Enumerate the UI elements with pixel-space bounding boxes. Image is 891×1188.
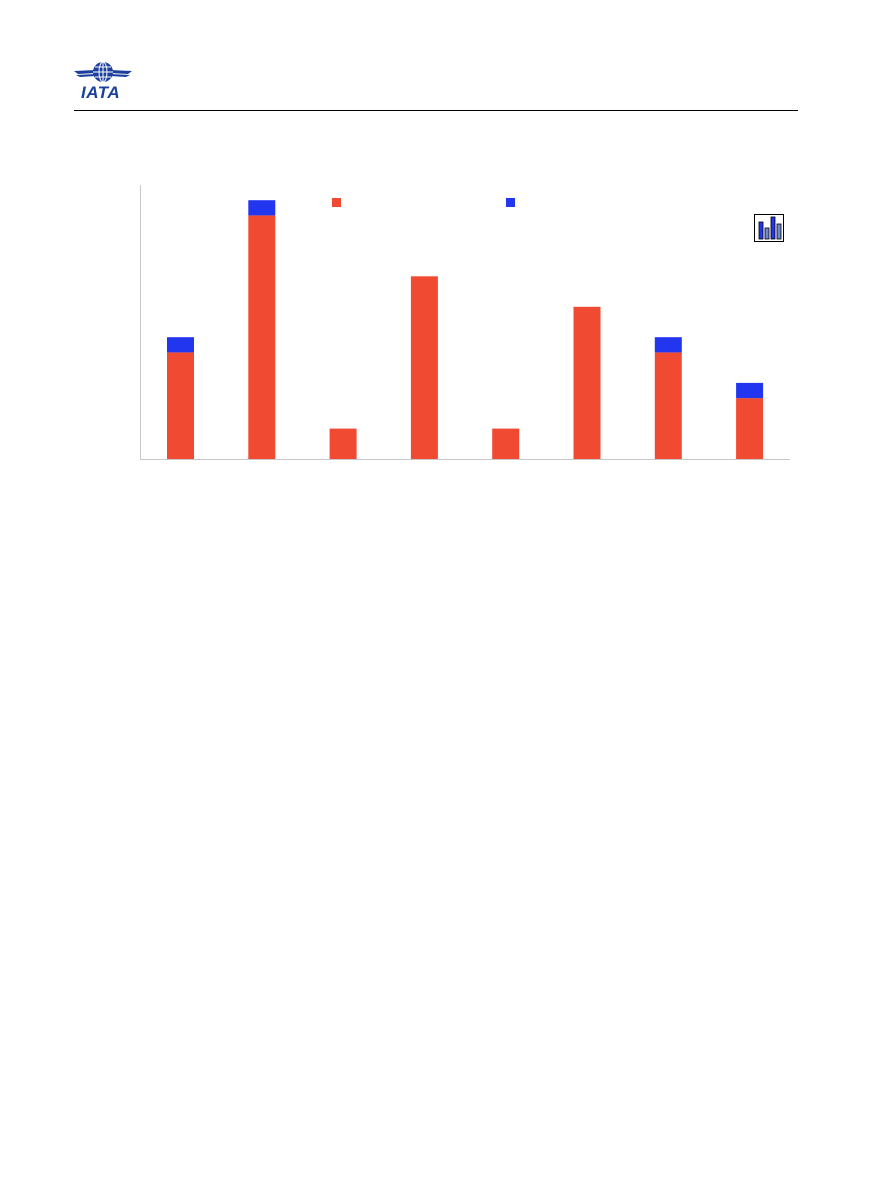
stacked-bar-chart (140, 183, 792, 463)
legend-marker-series2 (506, 198, 515, 207)
bar-series1-cat7 (654, 352, 682, 459)
bar-series1-cat3 (329, 428, 357, 459)
bar-series1-cat1 (167, 352, 194, 459)
bar-chart-icon[interactable] (754, 214, 784, 242)
iata-logo: IATA (72, 60, 134, 104)
bar-series2-cat8 (736, 382, 764, 399)
legend-marker-series1 (332, 198, 341, 207)
globe-wings-icon (74, 61, 132, 83)
bar-series2-cat7 (654, 337, 682, 353)
bar-series1-cat5 (492, 428, 520, 459)
logo-text: IATA (81, 83, 121, 102)
bar-series1-cat8 (736, 398, 764, 459)
bar-series1-cat4 (410, 276, 438, 459)
bar-series1-cat6 (573, 306, 601, 459)
bar-series2-cat2 (248, 200, 276, 216)
bar-series2-cat1 (167, 337, 194, 353)
page-header: IATA (0, 0, 891, 115)
header-rule (74, 110, 798, 111)
bar-series1-cat2 (248, 215, 276, 459)
chart-canvas (140, 185, 790, 460)
